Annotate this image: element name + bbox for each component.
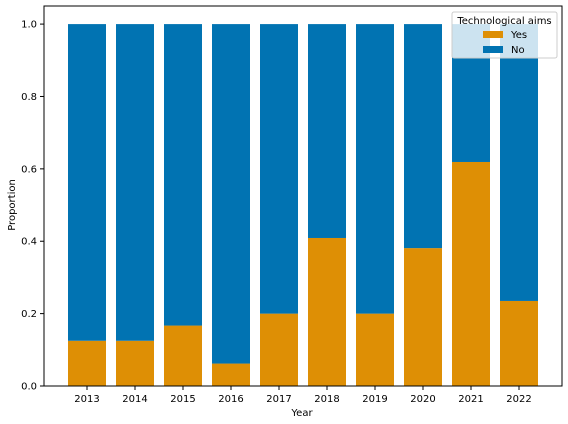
y-tick-label-0.8: 0.8 xyxy=(21,92,37,103)
legend-label-yes: Yes xyxy=(510,30,527,41)
bar-yes-2022 xyxy=(500,300,538,386)
bars-layer xyxy=(68,24,538,386)
y-tick-label-0.0: 0.0 xyxy=(21,382,37,393)
bar-no-2017 xyxy=(260,24,298,314)
x-tick-label-2014: 2014 xyxy=(122,394,147,405)
bar-no-2022 xyxy=(500,24,538,301)
bar-no-2013 xyxy=(68,24,106,341)
x-tick-label-2022: 2022 xyxy=(506,394,531,405)
x-axis-label: Year xyxy=(290,408,313,419)
bar-yes-2013 xyxy=(68,340,106,386)
legend: Technological aims Yes No xyxy=(451,11,558,59)
legend-title: Technological aims xyxy=(456,16,551,27)
bar-no-2019 xyxy=(356,24,394,314)
y-tick-label-0.4: 0.4 xyxy=(21,237,37,248)
x-tick-label-2018: 2018 xyxy=(314,394,339,405)
y-axis-label: Proportion xyxy=(7,179,18,231)
legend-swatch-no xyxy=(483,46,503,53)
bar-no-2016 xyxy=(212,24,250,364)
x-tick-label-2019: 2019 xyxy=(362,394,387,405)
bar-yes-2018 xyxy=(308,237,346,386)
legend-swatch-yes xyxy=(483,31,503,38)
bar-yes-2019 xyxy=(356,313,394,386)
y-tick-label-1.0: 1.0 xyxy=(21,20,37,31)
bar-yes-2020 xyxy=(404,248,442,386)
bar-no-2020 xyxy=(404,24,442,249)
bar-no-2014 xyxy=(116,24,154,341)
bar-no-2015 xyxy=(164,24,202,326)
x-tick-label-2013: 2013 xyxy=(74,394,99,405)
legend-label-no: No xyxy=(511,45,525,56)
x-tick-label-2021: 2021 xyxy=(458,394,483,405)
y-tick-label-0.6: 0.6 xyxy=(21,164,37,175)
x-tick-label-2020: 2020 xyxy=(410,394,435,405)
bar-yes-2014 xyxy=(116,340,154,386)
x-tick-label-2016: 2016 xyxy=(218,394,243,405)
x-tick-label-2017: 2017 xyxy=(266,394,291,405)
axes-layer: 2013 2014 2015 2016 2017 2018 2019 2020 2021 2022… xyxy=(21,5,563,405)
bar-yes-2017 xyxy=(260,313,298,386)
bar-no-2018 xyxy=(308,24,346,238)
y-tick-label-0.2: 0.2 xyxy=(21,309,37,320)
x-tick-label-2015: 2015 xyxy=(170,394,195,405)
bar-yes-2016 xyxy=(212,363,250,386)
plot-frame xyxy=(43,5,563,387)
legend-box xyxy=(451,11,558,59)
bar-yes-2021 xyxy=(452,161,490,386)
bar-yes-2015 xyxy=(164,325,202,386)
